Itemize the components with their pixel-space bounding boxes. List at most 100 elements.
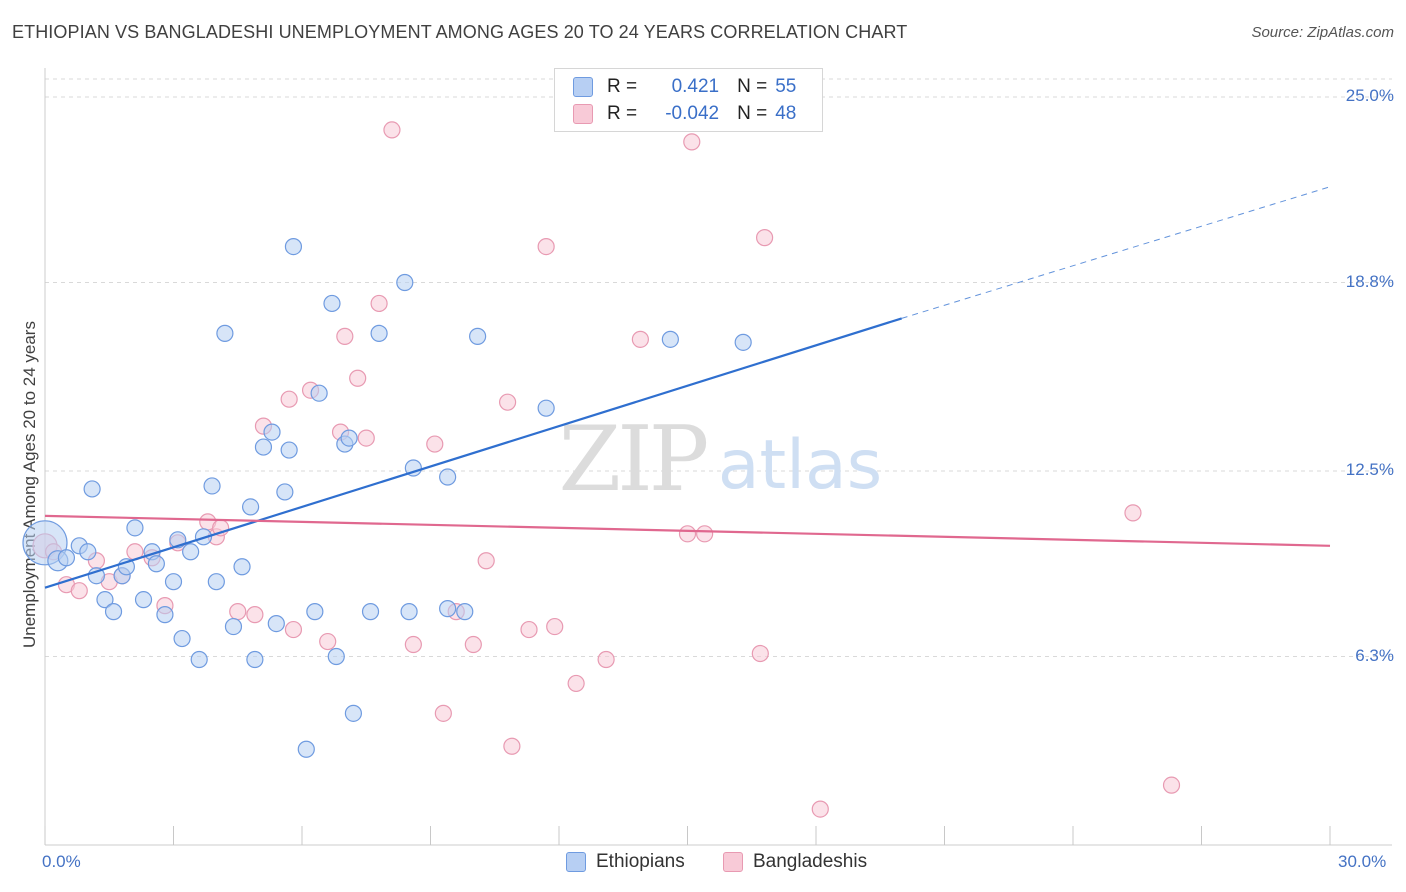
ethiopians-point — [469, 327, 487, 345]
bangladeshis-point — [246, 606, 264, 624]
ethiopians-point — [276, 483, 294, 501]
ethiopians-point — [216, 324, 234, 342]
bangladeshis-point — [404, 635, 422, 654]
bangladeshis-point — [357, 429, 375, 447]
ethiopians-point — [361, 603, 380, 621]
ethiopians-point — [323, 294, 341, 313]
legend-r-value: -0.042 — [665, 103, 720, 124]
bangladeshis-point — [1124, 504, 1142, 522]
ethiopians-point — [224, 617, 243, 636]
y-tick-label: 18.8% — [1345, 271, 1394, 291]
bangladeshis-point — [755, 229, 774, 247]
ethiopians-point — [203, 477, 221, 495]
ethiopians-point — [134, 591, 153, 609]
watermark: ZIP atlas — [559, 407, 882, 512]
bangladeshis-trend-line — [44, 514, 1331, 547]
ethiopians-point — [267, 614, 285, 633]
bangladeshis-point — [370, 294, 388, 313]
ethiopians-point — [340, 429, 358, 447]
legend-bangladeshis-label: Bangladeshis — [753, 851, 868, 872]
bangladeshis-point — [477, 552, 495, 570]
ethiopians-trend-extension — [901, 186, 1331, 319]
ethiopians-point — [104, 603, 123, 621]
x-tick-label-min: 0.0% — [42, 852, 81, 871]
ethiopians-point — [246, 650, 264, 669]
bangladeshis-point — [751, 644, 769, 663]
ethiopians-point — [182, 543, 200, 561]
ethiopians-point — [190, 650, 208, 669]
bangladeshis-point — [229, 603, 247, 621]
bangladeshis-point — [678, 525, 697, 543]
bangladeshis-point — [336, 327, 354, 345]
bangladeshis-point — [597, 650, 615, 669]
bangladeshis-point — [319, 632, 337, 651]
ethiopians-point — [233, 558, 251, 576]
ethiopians-point — [306, 603, 324, 621]
ethiopians-trend-line — [44, 317, 902, 589]
bangladeshis-point — [537, 238, 555, 256]
ethiopians-point — [156, 606, 174, 624]
bangladeshis-point — [631, 330, 649, 348]
ethiopians-point — [537, 399, 555, 417]
legend-row-bangladeshis: R = -0.042 N = 48 — [573, 102, 796, 126]
ethiopians-point — [126, 519, 144, 537]
bangladeshis-point — [464, 635, 482, 654]
bangladeshis-legend-swatch — [723, 852, 743, 872]
legend-row-ethiopians: R = 0.421 N = 55 — [573, 75, 796, 99]
ethiopians-point — [344, 704, 362, 722]
axes — [44, 68, 1392, 846]
bangladeshis-point — [546, 617, 564, 636]
ethiopians-point — [284, 238, 303, 256]
bangladeshis-point — [696, 525, 714, 543]
ethiopians-point — [396, 273, 414, 292]
bangladeshis-point — [349, 369, 367, 387]
bangladeshis-point — [383, 121, 401, 139]
watermark-zip: ZIP — [559, 407, 707, 512]
ethiopians-point — [456, 603, 474, 621]
ethiopians-point — [173, 629, 191, 648]
ethiopians-point — [370, 324, 388, 342]
ethiopians-point — [79, 543, 97, 561]
bangladeshis-point — [520, 620, 538, 639]
chart-title: ETHIOPIAN VS BANGLADESHI UNEMPLOYMENT AM… — [12, 22, 908, 42]
ethiopians-point — [400, 603, 418, 621]
ethiopians-point — [164, 573, 183, 591]
legend-r-label: R = — [607, 103, 638, 124]
bangladeshis-point — [70, 582, 88, 600]
bangladeshis-point — [811, 800, 829, 818]
series-legend: Ethiopians Bangladeshis — [0, 851, 1406, 877]
y-tick-label: 12.5% — [1345, 460, 1394, 479]
bangladeshis-point — [280, 390, 298, 408]
legend-n-value: 55 — [775, 76, 797, 97]
ethiopians-point — [280, 441, 298, 459]
bangladeshis-point — [499, 393, 517, 411]
source-label: Source: ZipAtlas.com — [1251, 24, 1394, 41]
y-tick-label: 6.3% — [1355, 645, 1394, 665]
ethiopians-point — [263, 423, 281, 441]
legend-ethiopians-label: Ethiopians — [596, 851, 685, 872]
bangladeshis-point — [434, 704, 452, 722]
bangladeshis-point — [1162, 776, 1181, 794]
ethiopians-point — [661, 330, 679, 348]
ethiopians-point — [297, 740, 315, 758]
y-tick-label: 25.0% — [1345, 86, 1394, 105]
ethiopians-swatch — [573, 77, 593, 97]
ethiopians-point — [254, 438, 273, 456]
trend-lines — [44, 186, 1331, 589]
correlation-legend: R = 0.421 N = 55 R = -0.042 N = 48 — [554, 68, 823, 132]
ethiopians-point — [207, 573, 225, 591]
bangladeshis-point — [683, 133, 701, 151]
x-tick-label-max: 30.0% — [1338, 852, 1387, 871]
watermark-atlas: atlas — [718, 426, 882, 505]
legend-n-value: 48 — [775, 103, 797, 124]
bangladeshis-swatch — [573, 104, 593, 124]
bangladeshis-point — [503, 737, 521, 755]
legend-n-label: N = — [737, 103, 768, 124]
legend-item-ethiopians[interactable]: Ethiopians — [566, 851, 685, 873]
bangladeshis-point — [567, 674, 585, 693]
legend-item-bangladeshis[interactable]: Bangladeshis — [723, 851, 867, 873]
legend-r-label: R = — [607, 76, 638, 97]
ethiopians-point — [57, 549, 76, 567]
ethiopians-point — [734, 333, 752, 351]
